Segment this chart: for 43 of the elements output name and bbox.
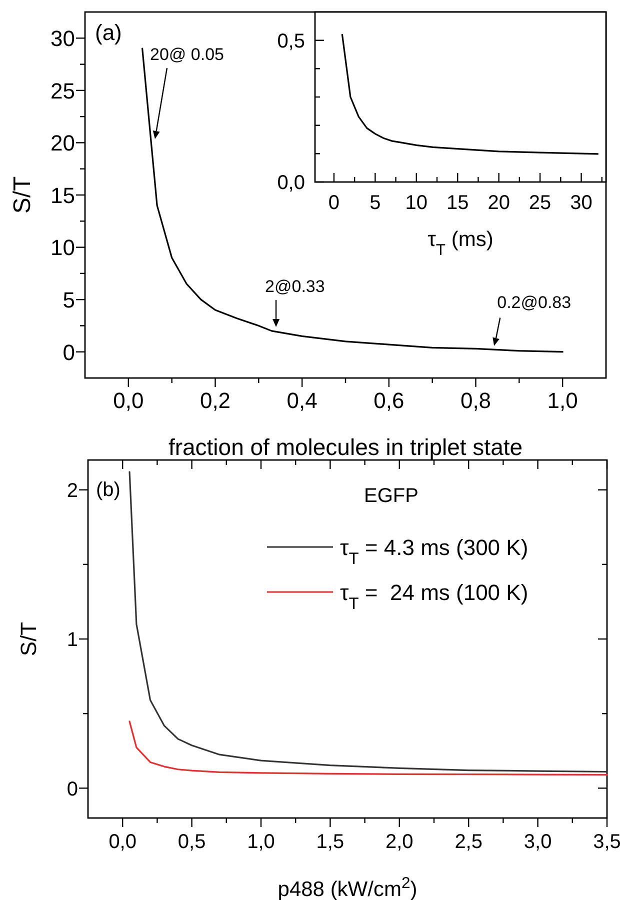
x-tick-label: 1,5: [316, 831, 344, 853]
x-tick-label: 2,5: [454, 831, 483, 853]
x-tick-label: 25: [528, 192, 552, 214]
y-tick-label: 1: [66, 629, 78, 652]
legend-label: τ$_{T}$ = 4.3 ms (300 K): [340, 534, 528, 568]
x-tick-label: 3,0: [524, 831, 552, 853]
y-tick-label: 2: [66, 480, 78, 502]
annotation: 20@ 0.05: [150, 45, 224, 64]
annotation: 0.2@0.83: [497, 292, 572, 312]
y-tick-label: 25: [50, 78, 75, 104]
y-tick-label: 0: [66, 778, 78, 800]
x-axis-title: p488 (kW/cm$^{2}$): [278, 874, 418, 900]
y-tick-label: 20: [50, 130, 75, 156]
x-tick-label: 0: [328, 192, 340, 214]
x-tick-label: 30: [570, 192, 592, 214]
x-tick-label: 10: [405, 192, 428, 214]
y-tick-label: 10: [50, 235, 75, 260]
x-tick-label: 0,6: [374, 388, 404, 413]
x-axis-title: fraction of molecules in triplet state: [168, 434, 523, 460]
x-tick-label: 0,4: [286, 388, 318, 413]
x-tick-label: 2,0: [385, 831, 414, 853]
y-tick-label: 30: [50, 26, 75, 52]
x-tick-label: 3,5: [593, 831, 621, 853]
y-axis-title: S/T: [9, 176, 36, 214]
legend-label: τ$_{T}$ = 24 ms (100 K): [340, 580, 528, 613]
y-tick-label: 0: [62, 340, 75, 365]
x-tick-label: 20: [488, 192, 510, 214]
y-axis-title: S/T: [16, 622, 41, 656]
y-tick-label: 5: [62, 287, 75, 312]
x-tick-label: 0,8: [460, 388, 492, 413]
x-tick-label: 0,5: [178, 831, 206, 853]
x-tick-label: 5: [370, 192, 381, 214]
x-tick-label: 0,2: [200, 388, 231, 413]
x-tick-label: 1,0: [547, 388, 578, 413]
annotation: (b): [96, 479, 120, 501]
x-axis-title: τ$_{T}$ (ms): [428, 228, 494, 258]
x-tick-label: 1,0: [247, 831, 275, 853]
annotation: 2@0.33: [265, 276, 325, 296]
annotation: (a): [95, 20, 122, 45]
x-tick-label: 0,0: [108, 831, 137, 853]
legend-title: EGFP: [364, 485, 418, 507]
x-tick-label: 0,0: [113, 388, 144, 413]
x-tick-label: 15: [446, 192, 469, 214]
